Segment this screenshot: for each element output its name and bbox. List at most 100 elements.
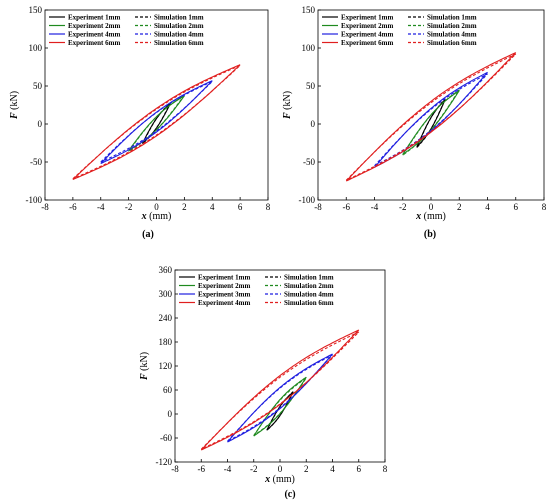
y-tick-label: 60 <box>163 385 173 395</box>
x-tick-label: 4 <box>210 202 215 212</box>
panel-label: (b) <box>424 229 436 240</box>
y-tick-label: 50 <box>306 81 316 91</box>
chart-panel-2: -8 -6 -4 -2 0 2 4 6 8 -100 -50 0 50 100 150 x (mm) F (kN… <box>282 5 547 240</box>
y-tick-label: -120 <box>156 457 173 467</box>
y-tick-label: 150 <box>302 5 316 15</box>
y-axis-label: F (kN) <box>282 91 293 120</box>
y-tick-label: -100 <box>299 195 316 205</box>
y-axis-label: F (kN) <box>9 91 20 120</box>
x-tick-label: -6 <box>69 202 77 212</box>
x-tick-label: -2 <box>125 202 133 212</box>
x-tick-label: -4 <box>371 202 379 212</box>
series-line <box>200 331 360 450</box>
x-axis-label: x (mm) <box>264 474 295 485</box>
legend-entry: Simulation 4mm <box>284 291 334 299</box>
y-tick-label: 50 <box>33 81 43 91</box>
x-tick-label: -8 <box>171 464 179 474</box>
series-line <box>345 52 517 182</box>
x-tick-label: 6 <box>514 202 519 212</box>
legend-entry: Simulation 2mm <box>154 22 204 30</box>
series-line <box>402 89 460 156</box>
series-line <box>72 64 241 181</box>
legend-entry: Simulation 1mm <box>427 14 477 22</box>
y-tick-label: 0 <box>311 119 316 129</box>
legend-entry: Simulation 1mm <box>154 14 204 22</box>
x-tick-label: 8 <box>542 202 547 212</box>
y-tick-label: 0 <box>168 409 173 419</box>
x-tick-label: 8 <box>383 464 388 474</box>
x-tick-label: 0 <box>429 202 434 212</box>
y-axis-label: F (kN) <box>139 352 150 381</box>
series-line <box>100 80 213 163</box>
series-line <box>72 64 241 180</box>
x-tick-label: 4 <box>330 464 335 474</box>
y-tick-label: 0 <box>38 119 43 129</box>
legend-entry: Simulation 6mm <box>427 39 477 47</box>
x-tick-label: -8 <box>314 202 322 212</box>
y-tick-label: -50 <box>30 157 42 167</box>
panel-label: (a) <box>142 229 154 240</box>
x-tick-label: 2 <box>304 464 309 474</box>
x-tick-label: -2 <box>250 464 258 474</box>
chart-panel-1: -8 -6 -4 -2 0 2 4 6 8 -100 -50 0 50 100 150 x (mm) F (kN… <box>9 5 271 240</box>
x-tick-label: 2 <box>182 202 187 212</box>
series-line <box>345 53 517 181</box>
legend-entry: Experiment 4mm <box>341 31 393 39</box>
legend-entry: Experiment 1mm <box>68 14 120 22</box>
legend-entry: Experiment 4mm <box>198 299 250 307</box>
legend-entry: Simulation 6mm <box>284 299 334 307</box>
legend-entry: Simulation 2mm <box>427 22 477 30</box>
y-tick-label: 100 <box>29 43 43 53</box>
x-tick-label: 4 <box>485 202 490 212</box>
y-tick-label: 180 <box>159 337 173 347</box>
series-line <box>200 329 360 451</box>
x-tick-label: 6 <box>238 202 243 212</box>
x-tick-label: -6 <box>198 464 206 474</box>
legend-entry: Simulation 6mm <box>154 39 204 47</box>
series-line <box>266 391 294 431</box>
x-tick-label: 2 <box>457 202 462 212</box>
x-tick-label: -2 <box>399 202 407 212</box>
legend-entry: Experiment 2mm <box>341 22 393 30</box>
x-tick-label: -6 <box>343 202 351 212</box>
x-tick-label: -4 <box>224 464 232 474</box>
legend-entry: Experiment 6mm <box>341 39 393 47</box>
legend-entry: Simulation 1mm <box>284 274 334 282</box>
y-tick-label: 120 <box>159 361 173 371</box>
x-axis-label: x (mm) <box>415 211 446 222</box>
y-tick-label: 150 <box>29 5 43 15</box>
y-tick-label: -100 <box>26 195 43 205</box>
y-tick-label: 300 <box>159 289 173 299</box>
x-tick-label: 0 <box>278 464 283 474</box>
x-axis-label: x (mm) <box>141 211 172 222</box>
series-line <box>374 71 488 168</box>
legend-entry: Simulation 4mm <box>154 31 204 39</box>
x-tick-label: 8 <box>266 202 271 212</box>
legend-entry: Experiment 2mm <box>68 22 120 30</box>
legend-entry: Experiment 1mm <box>341 14 393 22</box>
x-tick-label: -8 <box>41 202 49 212</box>
legend-entry: Experiment 6mm <box>68 39 120 47</box>
chart-panel-3: -8 -6 -4 -2 0 2 4 6 8 -120 -60 0 60 120 180 240 300 360 x … <box>139 265 388 500</box>
legend-entry: Experiment 4mm <box>68 31 120 39</box>
y-tick-label: 240 <box>159 313 173 323</box>
y-tick-label: 100 <box>302 43 316 53</box>
legend: Experiment 1mm Simulation 1mm Experiment 2… <box>49 14 204 47</box>
x-tick-label: -4 <box>97 202 105 212</box>
series-line <box>374 73 488 167</box>
legend: Experiment 1mm Simulation 1mm Experiment 2… <box>179 274 334 307</box>
panel-label: (c) <box>284 489 295 500</box>
x-tick-label: 6 <box>357 464 362 474</box>
x-tick-label: 0 <box>154 202 159 212</box>
y-tick-label: -50 <box>303 157 315 167</box>
legend-entry: Experiment 3mm <box>198 291 250 299</box>
legend: Experiment 1mm Simulation 1mm Experiment 2… <box>322 14 477 47</box>
series-line <box>227 354 333 442</box>
legend-entry: Experiment 1mm <box>198 274 250 282</box>
y-tick-label: -60 <box>160 433 172 443</box>
series-line <box>100 80 213 165</box>
legend-entry: Simulation 2mm <box>284 282 334 290</box>
y-tick-label: 360 <box>159 265 173 275</box>
legend-entry: Simulation 4mm <box>427 31 477 39</box>
legend-entry: Experiment 2mm <box>198 282 250 290</box>
